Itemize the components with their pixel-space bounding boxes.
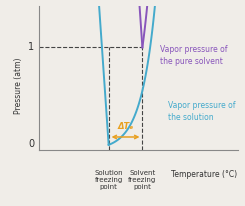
Text: Solvent
freezing
point: Solvent freezing point [128, 170, 157, 191]
Text: 0: 0 [28, 139, 34, 149]
Text: Vapor pressure of
the solution: Vapor pressure of the solution [168, 101, 236, 122]
Text: 1: 1 [28, 42, 34, 52]
Text: Vapor pressure of
the pure solvent: Vapor pressure of the pure solvent [160, 45, 228, 66]
Text: ΔTₑ: ΔTₑ [117, 122, 134, 131]
Text: Solution
freezing
point: Solution freezing point [94, 170, 123, 191]
Text: Temperature (°C): Temperature (°C) [171, 170, 237, 179]
Text: Pressure (atm): Pressure (atm) [14, 57, 23, 114]
